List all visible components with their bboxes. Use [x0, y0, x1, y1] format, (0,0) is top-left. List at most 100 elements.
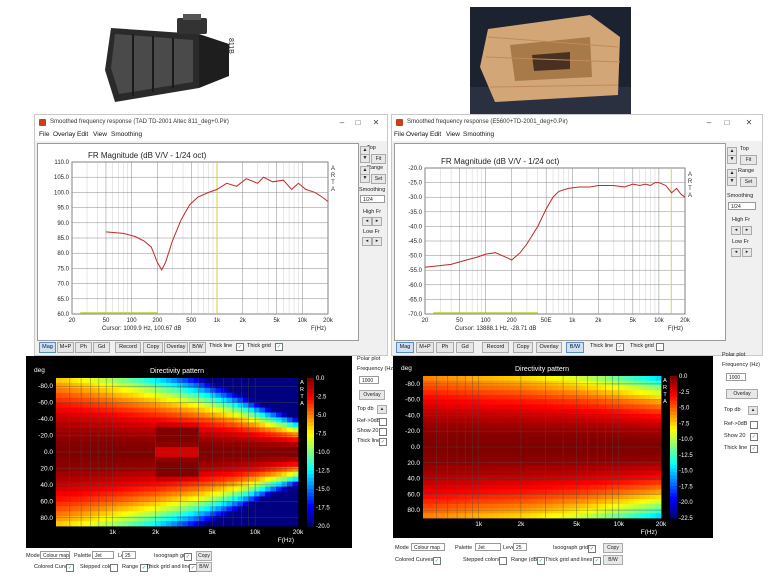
- ph-button[interactable]: Ph: [75, 342, 92, 353]
- minimize-icon[interactable]: –: [339, 118, 345, 127]
- menu-edit[interactable]: Edit: [77, 131, 89, 138]
- mode-select[interactable]: Colour map: [411, 543, 445, 551]
- heatmap-cell: [504, 447, 510, 453]
- mag-button[interactable]: Mag: [396, 342, 414, 353]
- colored-curves-checkbox[interactable]: ✓: [66, 564, 74, 572]
- heatmap-cell: [171, 432, 178, 438]
- top-db-spinner[interactable]: ▴: [377, 405, 387, 414]
- ref-checkbox[interactable]: [750, 421, 758, 429]
- heatmap-cell: [243, 397, 249, 404]
- thick-grid-lines-checkbox[interactable]: ✓: [593, 557, 601, 565]
- heatmap-cell: [265, 511, 271, 517]
- bw-button[interactable]: B/W: [603, 555, 623, 565]
- heatmap-cell: [639, 503, 646, 509]
- heatmap-cell: [487, 484, 494, 490]
- heatmap-cell: [292, 471, 299, 478]
- thick-grid-checkbox[interactable]: [656, 343, 664, 351]
- thick-grid-checkbox[interactable]: ✓: [275, 343, 283, 351]
- menu-smoothing[interactable]: Smoothing: [463, 131, 495, 138]
- low-fr-right-button[interactable]: ▸: [742, 248, 752, 257]
- thick-line-checkbox[interactable]: ✓: [750, 445, 758, 453]
- fit-button[interactable]: Fit: [740, 155, 757, 165]
- ph-button[interactable]: Ph: [436, 342, 454, 353]
- menu-overlay[interactable]: Overlay: [406, 131, 429, 138]
- gd-button[interactable]: Gd: [456, 342, 474, 353]
- mph-button[interactable]: M+P: [57, 342, 74, 353]
- heatmap-cell: [287, 516, 293, 522]
- levels-select[interactable]: 25: [122, 551, 136, 559]
- ref-checkbox[interactable]: [379, 418, 387, 426]
- set-button[interactable]: Set: [371, 174, 386, 184]
- overlay-button[interactable]: Overlay: [536, 342, 562, 353]
- mag-button[interactable]: Mag: [39, 342, 56, 353]
- palette-select[interactable]: Jet: [475, 543, 501, 551]
- top-down-button[interactable]: ▼: [727, 155, 737, 164]
- menu-view[interactable]: View: [93, 131, 107, 138]
- high-fr-left-button[interactable]: ◂: [731, 226, 741, 235]
- menu-file[interactable]: File: [394, 131, 405, 138]
- show20-checkbox[interactable]: [379, 428, 387, 436]
- top-db-spinner[interactable]: ▴: [748, 406, 758, 415]
- frequency-select[interactable]: 1000: [726, 373, 746, 381]
- bw-button[interactable]: B/W: [196, 562, 212, 572]
- copy-button[interactable]: Copy: [513, 342, 533, 353]
- range-db-checkbox[interactable]: ✓: [140, 564, 148, 572]
- thick-line-checkbox[interactable]: ✓: [236, 343, 244, 351]
- fit-button[interactable]: Fit: [371, 154, 386, 164]
- set-button[interactable]: Set: [740, 177, 757, 187]
- overlay-button[interactable]: Overlay: [726, 389, 758, 399]
- top-down-button[interactable]: ▼: [360, 154, 370, 163]
- menu-view[interactable]: View: [446, 131, 460, 138]
- show20-checkbox[interactable]: ✓: [750, 433, 758, 441]
- maximize-icon[interactable]: □: [724, 118, 730, 127]
- isograph-checkbox[interactable]: ✓: [184, 553, 192, 561]
- range-down-button[interactable]: ▼: [727, 177, 737, 186]
- record-button[interactable]: Record: [482, 342, 509, 353]
- thick-line-checkbox[interactable]: ✓: [379, 438, 387, 446]
- heatmap-cell: [56, 427, 62, 433]
- mph-button[interactable]: M+P: [416, 342, 434, 353]
- heatmap-cell: [166, 486, 172, 492]
- smoothing-select[interactable]: 1/24: [728, 202, 756, 210]
- overlay-button[interactable]: Overlay: [359, 390, 385, 400]
- smoothing-select[interactable]: 1/24: [360, 195, 385, 203]
- menu-file[interactable]: File: [39, 131, 50, 138]
- bw-button[interactable]: B/W: [566, 342, 584, 353]
- thick-line-checkbox[interactable]: ✓: [616, 343, 624, 351]
- colorbar-segment: [670, 464, 677, 469]
- copy-button[interactable]: Copy: [603, 543, 623, 553]
- copy-button[interactable]: Copy: [143, 342, 163, 353]
- high-fr-left-button[interactable]: ◂: [362, 217, 372, 226]
- maximize-icon[interactable]: □: [355, 118, 361, 127]
- menu-overlay[interactable]: Overlay: [53, 131, 76, 138]
- low-fr-left-button[interactable]: ◂: [362, 237, 372, 246]
- heatmap-cell: [138, 476, 145, 482]
- palette-select[interactable]: Jet: [92, 551, 114, 559]
- stepped-checkbox[interactable]: [110, 564, 118, 572]
- frequency-select[interactable]: 1000: [359, 376, 379, 384]
- range-db-checkbox[interactable]: ✓: [537, 557, 545, 565]
- gd-button[interactable]: Gd: [93, 342, 110, 353]
- low-fr-left-button[interactable]: ◂: [731, 248, 741, 257]
- copy-button[interactable]: Copy: [196, 551, 212, 561]
- minimize-icon[interactable]: –: [706, 118, 712, 127]
- close-icon[interactable]: ✕: [372, 118, 380, 127]
- heatmap-cell: [188, 407, 194, 413]
- overlay-button[interactable]: Overlay: [164, 342, 188, 353]
- record-button[interactable]: Record: [115, 342, 141, 353]
- low-fr-right-button[interactable]: ▸: [372, 237, 382, 246]
- range-down-button[interactable]: ▼: [360, 174, 370, 183]
- close-icon[interactable]: ✕: [745, 118, 753, 127]
- colored-curves-checkbox[interactable]: ✓: [433, 557, 441, 565]
- heatmap-cell: [116, 432, 123, 438]
- menu-smoothing[interactable]: Smoothing: [111, 131, 143, 138]
- isograph-checkbox[interactable]: ✓: [588, 545, 596, 553]
- heatmap-cell: [493, 451, 500, 457]
- mode-select[interactable]: Colour map: [40, 551, 70, 559]
- bw-button[interactable]: B/W: [189, 342, 206, 353]
- high-fr-right-button[interactable]: ▸: [372, 217, 382, 226]
- high-fr-right-button[interactable]: ▸: [742, 226, 752, 235]
- stepped-checkbox[interactable]: [499, 557, 507, 565]
- levels-select[interactable]: 25: [513, 543, 527, 551]
- menu-edit[interactable]: Edit: [430, 131, 442, 138]
